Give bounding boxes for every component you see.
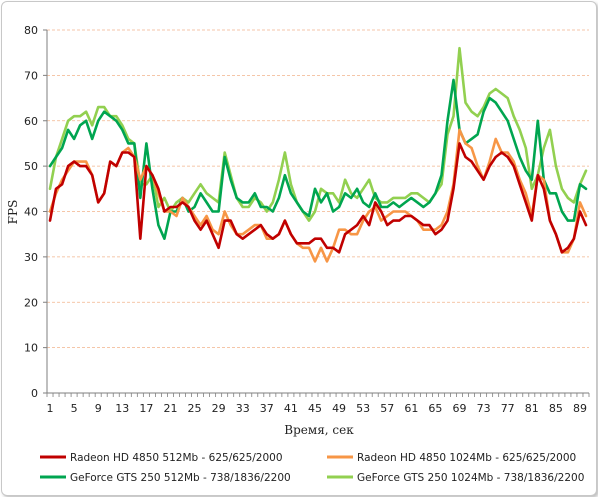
x-axis-title: Время, сек [284, 423, 354, 437]
y-tick-label: 30 [24, 251, 38, 264]
y-tick-label: 10 [24, 342, 38, 355]
x-tick-label: 57 [380, 402, 394, 415]
y-tick-label: 20 [24, 296, 38, 309]
x-tick-label: 37 [260, 402, 274, 415]
x-tick-label: 1 [47, 402, 54, 415]
series-lines [48, 46, 588, 263]
y-tick-label: 60 [24, 115, 38, 128]
x-tick-label: 33 [236, 402, 250, 415]
x-tick-label: 49 [332, 402, 346, 415]
legend: Radeon HD 4850 512Mb - 625/625/2000 Radeo… [40, 452, 584, 484]
y-tick-label: 70 [24, 69, 38, 82]
x-tick-label: 25 [188, 402, 202, 415]
series-line-3 [48, 78, 588, 240]
x-tick-label: 29 [212, 402, 226, 415]
x-tick-label: 77 [501, 402, 515, 415]
legend-label: Radeon HD 4850 1024Mb - 625/625/2000 [357, 452, 576, 464]
y-tick-label: 40 [24, 206, 38, 219]
y-tick-label: 80 [24, 24, 38, 37]
gridlines [47, 29, 589, 349]
x-tick-label: 61 [404, 402, 418, 415]
tick-labels: 0 10 20 30 40 50 60 70 80 1 5 9 13 17 21 25 29 33 37 41 45 49… [24, 24, 587, 415]
y-tick-label: 0 [31, 387, 38, 400]
x-tick-label: 65 [428, 402, 442, 415]
x-tick-label: 21 [163, 402, 177, 415]
x-tick-label: 73 [477, 402, 491, 415]
x-tick-label: 45 [308, 402, 322, 415]
x-tick-label: 9 [95, 402, 102, 415]
x-tick-label: 85 [549, 402, 563, 415]
x-tick-label: 5 [71, 402, 78, 415]
legend-label: GeForce GTS 250 512Mb - 738/1836/2200 [70, 472, 291, 484]
x-tick-label: 41 [284, 402, 298, 415]
y-tick-label: 50 [24, 160, 38, 173]
x-tick-label: 13 [115, 402, 129, 415]
x-tick-label: 17 [139, 402, 153, 415]
x-tick-label: 69 [453, 402, 467, 415]
series-line-2 [48, 128, 588, 263]
x-tick-label: 53 [356, 402, 370, 415]
y-axis-title: FPS [6, 200, 20, 225]
x-tick-label: 81 [525, 402, 539, 415]
series-line-1 [48, 142, 588, 254]
axes [43, 29, 590, 397]
legend-label: GeForce GTS 250 1024Mb - 738/1836/2200 [357, 472, 584, 484]
legend-label: Radeon HD 4850 512Mb - 625/625/2000 [70, 452, 283, 464]
x-tick-label: 89 [573, 402, 587, 415]
